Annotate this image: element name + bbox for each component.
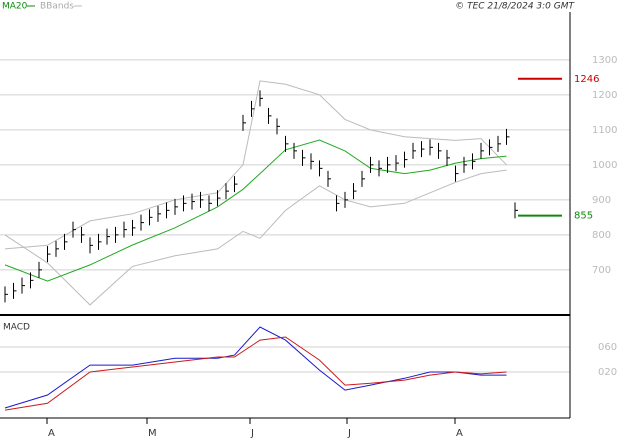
x-tick-label: J (347, 428, 351, 439)
x-tick-label: A (456, 428, 463, 439)
y-tick-label: 900 (592, 195, 611, 206)
y-tick-label: 1300 (592, 55, 617, 66)
bb-legend: BBands (40, 2, 74, 12)
bb-lower (4, 169, 507, 306)
y-tick-label: 800 (592, 230, 611, 241)
x-tick-label: J (250, 428, 254, 439)
y-tick-label: 700 (592, 265, 611, 276)
y-tick-label: 1100 (592, 125, 617, 136)
macd-title: MACD (3, 323, 30, 333)
ma-legend: MA20 (2, 2, 28, 12)
macd-line (4, 326, 507, 409)
x-tick-label: M (148, 428, 157, 439)
signal-line (4, 336, 507, 411)
x-tick-label: A (48, 428, 55, 439)
level-label: 1246 (574, 74, 599, 85)
y-tick-label: 060 (598, 342, 617, 353)
level-label: 855 (574, 211, 593, 222)
bb-upper (4, 80, 507, 250)
y-tick-label: 020 (598, 367, 617, 378)
y-tick-label: 1000 (592, 160, 617, 171)
source: © TEC 21/8/2024 3:0 GMT (455, 2, 575, 12)
y-tick-label: 1200 (592, 90, 617, 101)
